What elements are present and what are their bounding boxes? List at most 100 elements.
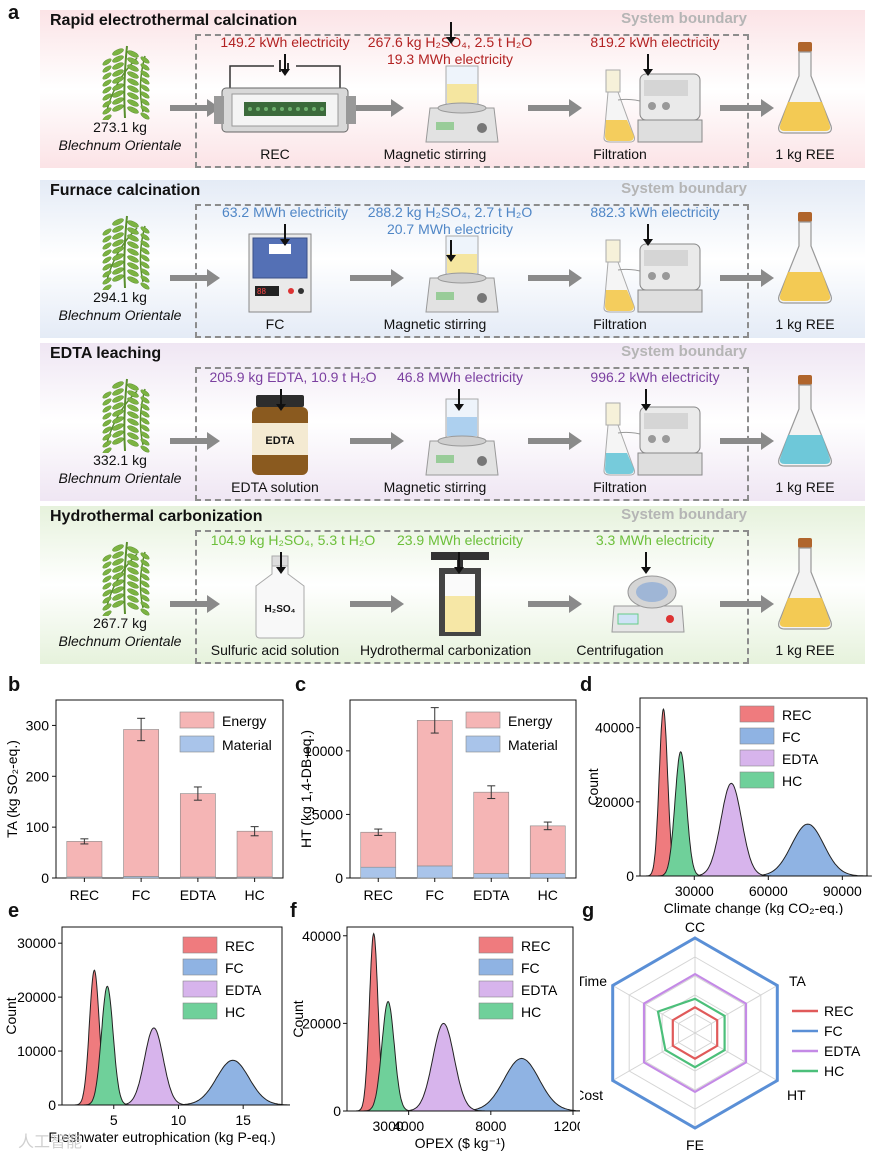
- panel-letter-d: d: [580, 674, 593, 696]
- chart-f-opex: 0 20000 40000 4000 8000 12000 3000 OPEX ($ kg⁻¹…: [290, 926, 580, 1151]
- process-step-label: FC: [265, 316, 285, 332]
- legend-swatch: [182, 1002, 218, 1020]
- step3-input: 882.3 kWh electricity: [590, 204, 720, 220]
- flow-arrow: [528, 269, 582, 287]
- input-arrow: [446, 22, 456, 44]
- radar-series-fc: [611, 936, 779, 1130]
- flow-arrow: [720, 99, 774, 117]
- flow-arrow: [720, 269, 774, 287]
- biomass-mass: 273.1 kg: [93, 119, 147, 135]
- x-tick-label: EDTA: [473, 887, 510, 900]
- y-tick-label: 0: [48, 1097, 56, 1113]
- radar-series-edta: [642, 972, 748, 1094]
- step1-input: 205.9 kg EDTA, 10.9 t H₂O: [209, 369, 377, 385]
- system-boundary-label: System boundary: [621, 506, 747, 523]
- x-tick-label: REC: [70, 887, 100, 900]
- y-tick-label: 20000: [17, 989, 56, 1005]
- process-title: Furnace calcination: [50, 182, 201, 199]
- panel-letter-g: g: [582, 900, 595, 922]
- legend-swatch: [182, 980, 218, 998]
- legend-swatch: [179, 735, 215, 753]
- bar-material: [416, 865, 453, 879]
- legend-label: REC: [782, 707, 812, 723]
- y-tick-label: 300: [26, 717, 50, 733]
- distribution-edta: [400, 1022, 487, 1112]
- filtration-apparatus-icon: [603, 239, 703, 313]
- x-tick-label: 3000: [373, 1118, 404, 1134]
- product-flask-icon: [778, 42, 832, 134]
- furnace-icon: 88: [248, 233, 312, 313]
- distribution-hc: [657, 751, 704, 877]
- product-label: 1 kg REE: [775, 642, 835, 658]
- legend-label: EDTA: [824, 1043, 861, 1059]
- chart-c-ht: 0 5000 10000 REC FC EDTA HC Energy Material HT (k…: [298, 699, 577, 900]
- radar-axis-label: Time: [580, 973, 607, 989]
- y-axis-label: HT (kg 1,4-DB-eq.): [298, 730, 314, 848]
- panel-letter-a: a: [8, 2, 20, 24]
- step2-input: 23.9 MWh electricity: [396, 532, 524, 548]
- product-flask-icon: [778, 538, 832, 630]
- bar-energy: [529, 825, 566, 874]
- process-step-label: Centrifugation: [576, 642, 664, 658]
- plot-frame: [349, 699, 577, 879]
- x-tick-label: 8000: [475, 1118, 506, 1134]
- legend-swatch: [739, 705, 775, 723]
- y-tick-label: 100: [26, 819, 50, 835]
- svg-text:H₂SO₄: H₂SO₄: [265, 604, 296, 615]
- process-step-label: Magnetic stirring: [383, 479, 487, 495]
- y-tick-label: 20000: [595, 794, 634, 810]
- product-label: 1 kg REE: [775, 479, 835, 495]
- radar-spoke: [612, 1032, 696, 1081]
- x-tick-label: 10: [171, 1112, 187, 1128]
- x-tick-label: FC: [132, 887, 151, 900]
- bar-energy: [360, 831, 397, 868]
- watermark: 人工智能: [18, 1134, 83, 1151]
- process-step-label: Filtration: [593, 479, 647, 495]
- x-tick-label: 5: [110, 1112, 118, 1128]
- legend-swatch: [182, 936, 218, 954]
- radar-axis-label: Cost: [580, 1087, 603, 1103]
- process-step-label: EDTA solution: [231, 479, 319, 495]
- x-tick-label: 30000: [675, 883, 714, 899]
- legend-swatch: [179, 711, 215, 729]
- step2-input-2: 20.7 MWh electricity: [386, 221, 514, 237]
- legend-label: FC: [824, 1023, 843, 1039]
- legend-label: EDTA: [521, 982, 558, 998]
- panel-letter-e: e: [8, 900, 20, 922]
- bar-energy: [416, 720, 453, 867]
- process-title: EDTA leaching: [50, 345, 162, 362]
- biomass-mass: 332.1 kg: [93, 452, 147, 468]
- x-tick-label: 60000: [749, 883, 788, 899]
- bar-energy: [236, 830, 273, 878]
- system-boundary-box: [195, 530, 749, 664]
- x-tick-label: 12000: [554, 1118, 580, 1134]
- bar-energy: [473, 791, 510, 874]
- biomass-name: Blechnum Orientale: [58, 307, 182, 323]
- input-arrow: [446, 240, 456, 262]
- legend-label: EDTA: [782, 751, 819, 767]
- process-step-label: Magnetic stirring: [383, 316, 487, 332]
- flow-arrow: [528, 432, 582, 450]
- chart-b-ta: 0 100 200 300 REC FC EDTA HC Energy Material TA (k…: [4, 699, 284, 900]
- x-axis-label: Freshwater eutrophication (kg P-eq.): [48, 1129, 275, 1145]
- y-axis-label: Count: [290, 1000, 306, 1037]
- input-arrow: [276, 552, 286, 574]
- plot-frame: [346, 926, 574, 1112]
- input-arrow: [280, 54, 290, 76]
- y-tick-label: 40000: [302, 928, 341, 944]
- fern-plant-icon: [102, 215, 150, 290]
- legend-label: REC: [521, 938, 551, 954]
- system-boundary-box: [195, 204, 749, 338]
- flow-arrow: [170, 432, 220, 450]
- y-tick-label: 5000: [312, 806, 343, 822]
- legend-swatch: [478, 1002, 514, 1020]
- chart-g-radar: CC TA HT FE Cost Time REC FC EDTA HC: [580, 919, 861, 1153]
- svg-text:EDTA: EDTA: [265, 435, 294, 447]
- x-tick-label: EDTA: [180, 887, 217, 900]
- magnetic-stirrer-icon: [425, 235, 499, 313]
- hydrothermal-reactor-icon: [431, 552, 489, 636]
- legend-label: Material: [222, 737, 272, 753]
- bar-material: [529, 873, 566, 879]
- legend-label: REC: [225, 938, 255, 954]
